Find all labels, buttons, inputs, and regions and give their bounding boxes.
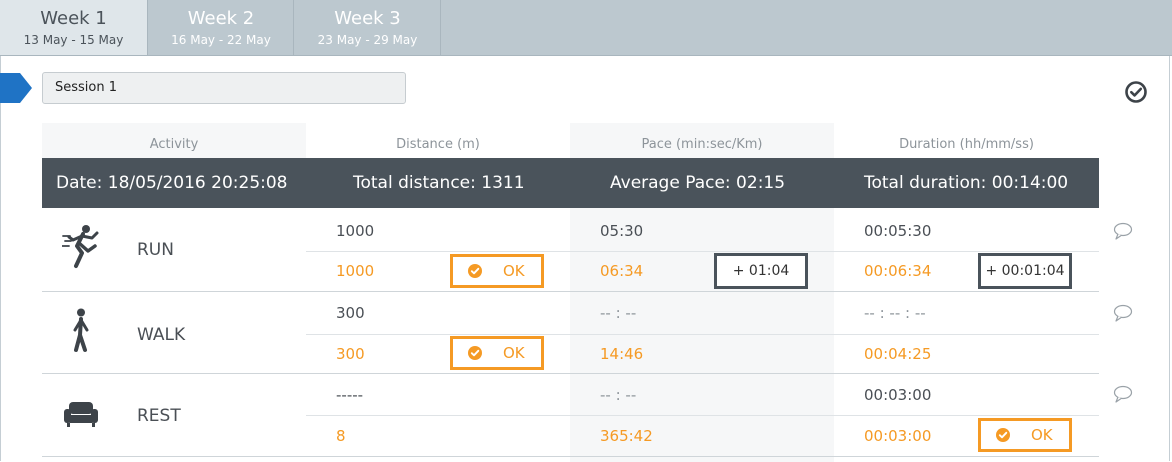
walker-icon [73, 308, 89, 352]
rest-planned-duration: 00:03:00 [864, 386, 932, 404]
activity-label-rest: REST [137, 406, 181, 426]
walk-distance-ok-button[interactable]: OK [450, 336, 544, 370]
run-planned-duration: 00:05:30 [864, 222, 932, 240]
check-circle-icon [468, 264, 482, 278]
column-header-pace: Pace (min:sec/Km) [570, 123, 834, 158]
run-duration-delta: + 00:01:04 [978, 253, 1072, 289]
row-divider [306, 334, 1099, 335]
ok-label: OK [503, 344, 525, 362]
run-distance-ok-button[interactable]: OK [450, 254, 544, 288]
tab-week-2[interactable]: Week 2 16 May - 22 May [149, 0, 294, 55]
ok-label: OK [1031, 426, 1053, 444]
check-circle-icon [996, 428, 1010, 442]
tab-week-1[interactable]: Week 1 13 May - 15 May [0, 0, 148, 55]
pace-column-shade [570, 208, 834, 462]
row-divider [306, 251, 1099, 252]
walk-actual-pace: 14:46 [600, 345, 644, 363]
row-divider [306, 415, 1099, 416]
column-header-duration: Duration (hh/mm/ss) [834, 123, 1099, 158]
run-actual-duration: 00:06:34 [864, 262, 932, 280]
run-actual-pace: 06:34 [600, 262, 644, 280]
activity-label-walk: WALK [137, 325, 186, 345]
walk-planned-duration: -- : -- : -- [864, 304, 926, 322]
tab-week-1-range: 13 May - 15 May [23, 33, 124, 47]
walk-planned-pace: -- : -- [600, 304, 637, 322]
walk-actual-duration: 00:04:25 [864, 345, 932, 363]
run-pace-delta: + 01:04 [714, 253, 808, 289]
summary-average-pace: Average Pace: 02:15 [610, 173, 786, 193]
summary-bar: Date: 18/05/2016 20:25:08 Total distance… [42, 158, 1099, 208]
summary-total-duration: Total duration: 00:14:00 [864, 173, 1069, 193]
tab-week-2-range: 16 May - 22 May [171, 33, 271, 47]
comment-icon[interactable] [1113, 385, 1133, 403]
tab-week-3-range: 23 May - 29 May [317, 33, 418, 47]
rest-actual-pace: 365:42 [600, 427, 653, 445]
tab-week-2-title: Week 2 [187, 8, 255, 29]
rest-duration-ok-button[interactable]: OK [978, 418, 1072, 452]
session-field[interactable]: Session 1 [42, 72, 406, 104]
tab-week-3[interactable]: Week 3 23 May - 29 May [295, 0, 441, 55]
sofa-icon [64, 402, 98, 427]
comment-icon[interactable] [1113, 222, 1133, 240]
week-tab-bar: Week 1 13 May - 15 May Week 2 16 May - 2… [0, 0, 1172, 56]
session-marker-icon [0, 73, 32, 103]
run-planned-pace: 05:30 [600, 222, 644, 240]
ok-label: OK [503, 262, 525, 280]
rest-planned-pace: -- : -- [600, 386, 637, 404]
rest-actual-distance: 8 [336, 427, 346, 445]
session-complete-check-icon[interactable] [1124, 80, 1148, 104]
walk-actual-distance: 300 [336, 345, 365, 363]
comment-icon[interactable] [1113, 304, 1133, 322]
row-separator [42, 373, 1099, 374]
rest-actual-duration: 00:03:00 [864, 427, 932, 445]
activity-label-run: RUN [137, 240, 174, 260]
run-planned-distance: 1000 [336, 222, 375, 240]
runner-icon [62, 225, 99, 268]
rest-planned-distance: ----- [336, 386, 364, 404]
run-actual-distance: 1000 [336, 262, 375, 280]
tab-week-3-title: Week 3 [334, 8, 401, 29]
column-header-activity: Activity [42, 123, 306, 158]
walk-planned-distance: 300 [336, 304, 365, 322]
check-circle-icon [468, 346, 482, 360]
row-separator [42, 456, 1099, 457]
summary-date: Date: 18/05/2016 20:25:08 [56, 173, 288, 193]
row-separator [42, 291, 1099, 292]
summary-total-distance: Total distance: 1311 [353, 173, 525, 193]
column-header-distance: Distance (m) [306, 123, 570, 158]
tab-week-1-title: Week 1 [40, 8, 107, 29]
